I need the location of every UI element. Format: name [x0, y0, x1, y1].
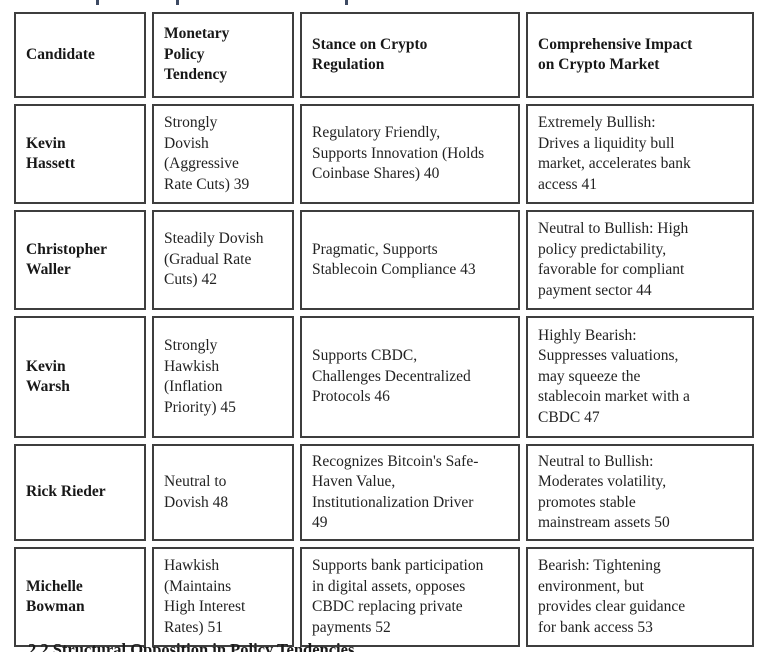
header-label: Comprehensive Impact on Crypto Market	[538, 35, 693, 74]
cell-candidate-name: Christopher Waller	[14, 210, 146, 310]
cell-text: Highly Bearish: Suppresses valuations, m…	[538, 326, 690, 426]
cropped-heading-remnant	[0, 0, 765, 6]
cropped-text-fragment	[345, 0, 348, 5]
header-label: Monetary Policy Tendency	[164, 25, 230, 84]
cell-monetary-policy: Strongly Hawkish (Inflation Priority) 45	[152, 316, 294, 438]
cell-candidate-name: Michelle Bowman	[14, 547, 146, 647]
candidate-name: Michelle Bowman	[26, 577, 85, 616]
cell-candidate-name: Kevin Hassett	[14, 104, 146, 204]
cell-monetary-policy: Steadily Dovish (Gradual Rate Cuts) 42	[152, 210, 294, 310]
candidates-table: Candidate Monetary Policy Tendency Stanc…	[14, 12, 754, 647]
cell-market-impact: Bearish: Tightening environment, but pro…	[526, 547, 754, 647]
cell-monetary-policy: Strongly Dovish (Aggressive Rate Cuts) 3…	[152, 104, 294, 204]
cell-text: Strongly Hawkish (Inflation Priority) 45	[164, 337, 236, 416]
cell-monetary-policy: Neutral to Dovish 48	[152, 444, 294, 541]
cropped-text-fragment	[176, 0, 179, 5]
cell-text: Supports bank participation in digital a…	[312, 557, 484, 636]
cell-text: Hawkish (Maintains High Interest Rates) …	[164, 557, 246, 636]
cell-text: Bearish: Tightening environment, but pro…	[538, 557, 686, 636]
cell-market-impact: Extremely Bullish: Drives a liquidity bu…	[526, 104, 754, 204]
cell-text: Pragmatic, Supports Stablecoin Complianc…	[312, 240, 476, 279]
header-cell-market-impact: Comprehensive Impact on Crypto Market	[526, 12, 754, 98]
cell-text: Regulatory Friendly, Supports Innovation…	[312, 124, 485, 183]
cell-monetary-policy: Hawkish (Maintains High Interest Rates) …	[152, 547, 294, 647]
candidate-name: Christopher Waller	[26, 240, 107, 279]
header-cell-crypto-stance: Stance on Crypto Regulation	[300, 12, 520, 98]
cell-text: Neutral to Dovish 48	[164, 473, 229, 511]
cell-market-impact: Highly Bearish: Suppresses valuations, m…	[526, 316, 754, 438]
cell-crypto-stance: Pragmatic, Supports Stablecoin Complianc…	[300, 210, 520, 310]
cell-candidate-name: Rick Rieder	[14, 444, 146, 541]
cell-market-impact: Neutral to Bullish: High policy predicta…	[526, 210, 754, 310]
header-label: Candidate	[26, 45, 95, 63]
header-label: Stance on Crypto Regulation	[312, 35, 428, 74]
cell-crypto-stance: Supports CBDC, Challenges Decentralized …	[300, 316, 520, 438]
cell-crypto-stance: Recognizes Bitcoin's Safe- Haven Value, …	[300, 444, 520, 541]
cell-candidate-name: Kevin Warsh	[14, 316, 146, 438]
cell-text: Neutral to Bullish: High policy predicta…	[538, 220, 689, 299]
candidate-name: Rick Rieder	[26, 483, 106, 501]
cell-text: Neutral to Bullish: Moderates volatility…	[538, 452, 670, 532]
candidate-name: Kevin Warsh	[26, 357, 70, 396]
header-cell-candidate: Candidate	[14, 12, 146, 98]
cell-market-impact: Neutral to Bullish: Moderates volatility…	[526, 444, 754, 541]
cell-text: Steadily Dovish (Gradual Rate Cuts) 42	[164, 230, 264, 289]
header-cell-monetary-policy: Monetary Policy Tendency	[152, 12, 294, 98]
cell-text: Supports CBDC, Challenges Decentralized …	[312, 347, 471, 406]
cropped-text-fragment	[96, 0, 99, 5]
cell-text: Extremely Bullish: Drives a liquidity bu…	[538, 114, 691, 193]
cell-crypto-stance: Regulatory Friendly, Supports Innovation…	[300, 104, 520, 204]
cell-text: Recognizes Bitcoin's Safe- Haven Value, …	[312, 452, 479, 532]
section-heading-cropped: 2.2 Structural Opposition in Policy Tend…	[28, 640, 355, 652]
cell-text: Strongly Dovish (Aggressive Rate Cuts) 3…	[164, 114, 250, 193]
candidate-name: Kevin Hassett	[26, 134, 76, 173]
cell-crypto-stance: Supports bank participation in digital a…	[300, 547, 520, 647]
